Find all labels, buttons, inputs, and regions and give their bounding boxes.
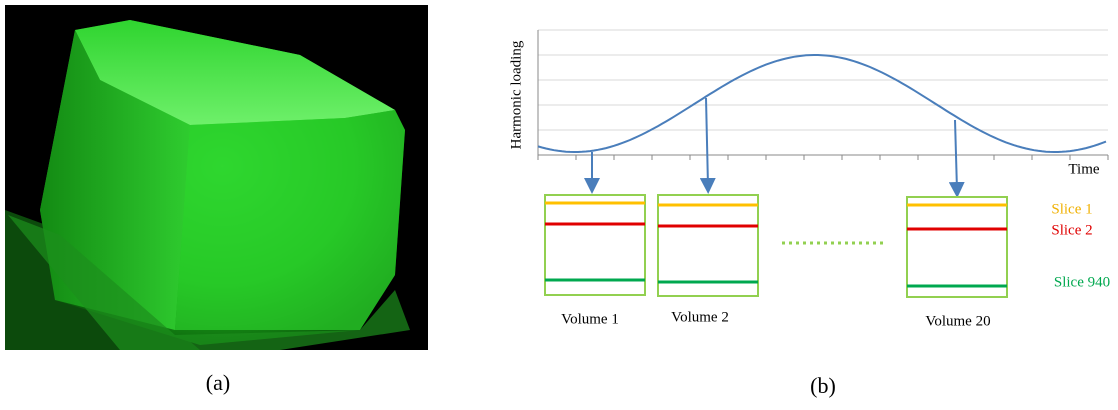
slice-label: Slice 2 (1051, 222, 1092, 238)
y-axis-label: Harmonic loading (508, 40, 524, 149)
caption: (b) (810, 373, 836, 398)
volume-label: Volume 20 (925, 313, 990, 329)
ticks (537, 155, 1109, 160)
volumes (544, 194, 1008, 298)
slice-label: Slice 1 (1051, 201, 1092, 217)
caption: (a) (206, 370, 230, 395)
loading-curve (537, 54, 1107, 153)
grid (538, 29, 1108, 131)
volume-label: Volume 2 (671, 309, 729, 325)
slice-label: Slice 940 (1054, 274, 1110, 290)
x-axis-label: Time (1068, 161, 1099, 177)
volume-label: Volume 1 (561, 311, 619, 327)
photo (5, 5, 428, 350)
arrows (584, 97, 965, 198)
